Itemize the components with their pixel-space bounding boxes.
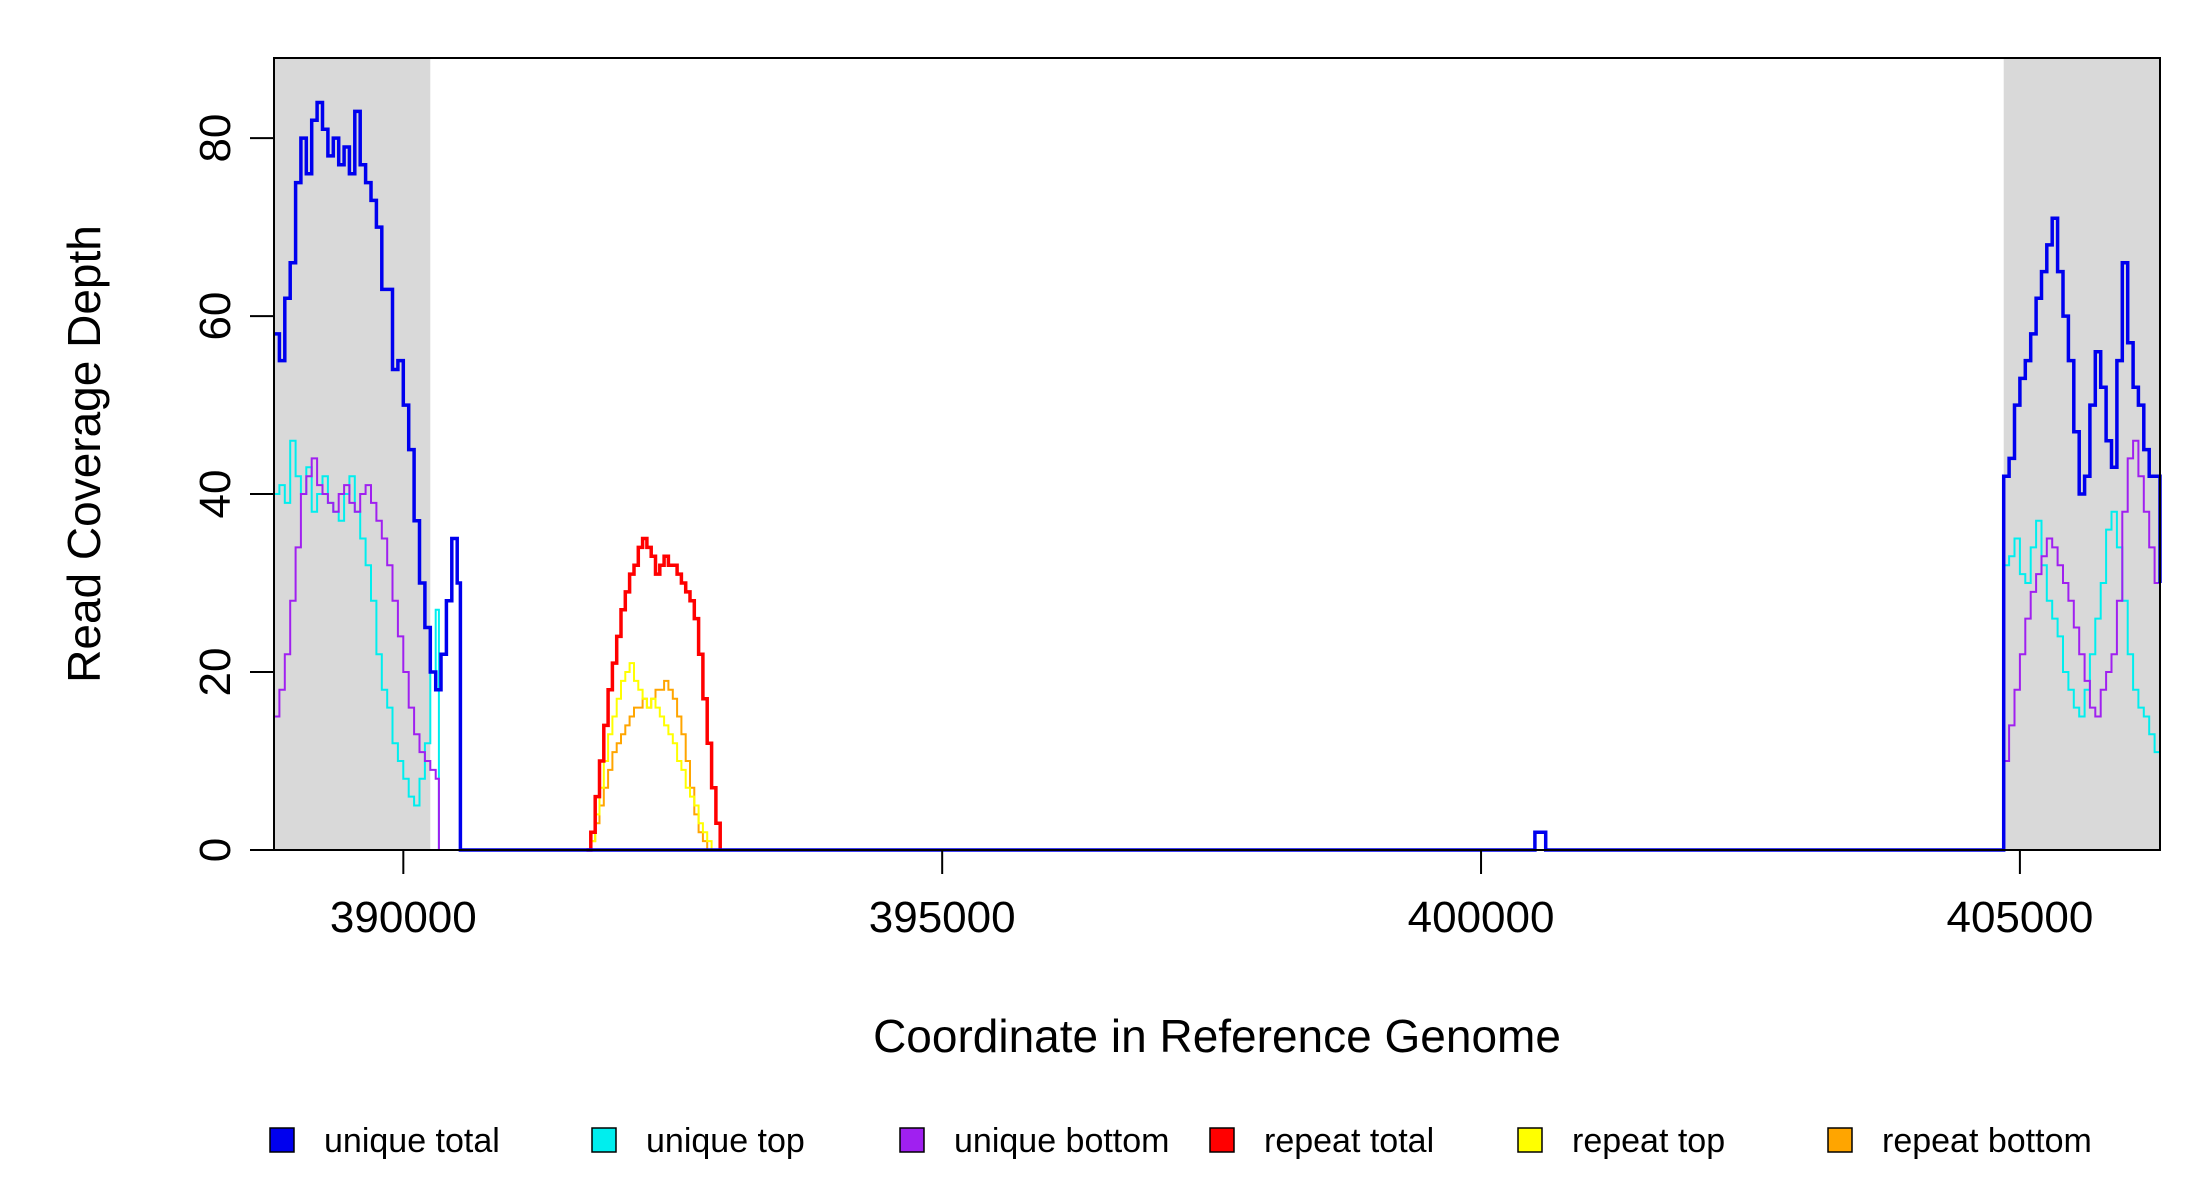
legend-label-repeat-top: repeat top bbox=[1572, 1122, 1725, 1160]
x-axis-title: Coordinate in Reference Genome bbox=[873, 1010, 1561, 1062]
shaded-regions bbox=[274, 58, 2160, 850]
y-axis: 0 20 40 60 80 bbox=[191, 114, 275, 862]
plot-frame bbox=[273, 57, 2161, 851]
legend-swatch-repeat-top bbox=[1517, 1127, 1543, 1153]
series-line-unique-total bbox=[274, 100, 2162, 852]
y-tick-label: 40 bbox=[191, 470, 240, 519]
x-tick-label: 405000 bbox=[1946, 893, 2093, 942]
x-tick-label: 390000 bbox=[330, 893, 477, 942]
shaded-region-1 bbox=[274, 58, 431, 850]
legend-label-unique-bottom: unique bottom bbox=[954, 1122, 1170, 1160]
legend-swatch-unique-total bbox=[269, 1127, 295, 1153]
legend-label-repeat-bottom: repeat bottom bbox=[1882, 1122, 2092, 1160]
shaded-region-2 bbox=[2003, 58, 2160, 850]
series-line-repeat-total bbox=[586, 536, 722, 852]
legend-label-unique-top: unique top bbox=[646, 1122, 805, 1160]
y-tick-label: 80 bbox=[191, 114, 240, 163]
legend-swatch-unique-bottom bbox=[899, 1127, 925, 1153]
series-line-repeat-top bbox=[586, 662, 713, 851]
x-tick-label: 400000 bbox=[1408, 893, 1555, 942]
legend-label-unique-total: unique total bbox=[324, 1122, 500, 1160]
x-tick-label: 395000 bbox=[869, 893, 1016, 942]
series-line-unique-top bbox=[274, 439, 2161, 851]
legend-label-repeat-total: repeat total bbox=[1264, 1122, 1434, 1160]
x-axis: 390000 395000 400000 405000 bbox=[330, 849, 2093, 942]
y-axis-title: Read Coverage Depth bbox=[58, 225, 110, 683]
legend: unique total unique top unique bottom repea… bbox=[269, 1122, 2092, 1160]
legend-swatch-unique-top bbox=[591, 1127, 617, 1153]
legend-swatch-repeat-bottom bbox=[1827, 1127, 1853, 1153]
legend-swatch-repeat-total bbox=[1209, 1127, 1235, 1153]
series-lines bbox=[274, 100, 2162, 852]
y-tick-label: 20 bbox=[191, 648, 240, 697]
y-tick-label: 0 bbox=[191, 838, 240, 862]
series-line-unique-bottom bbox=[274, 439, 2161, 851]
y-tick-label: 60 bbox=[191, 292, 240, 341]
